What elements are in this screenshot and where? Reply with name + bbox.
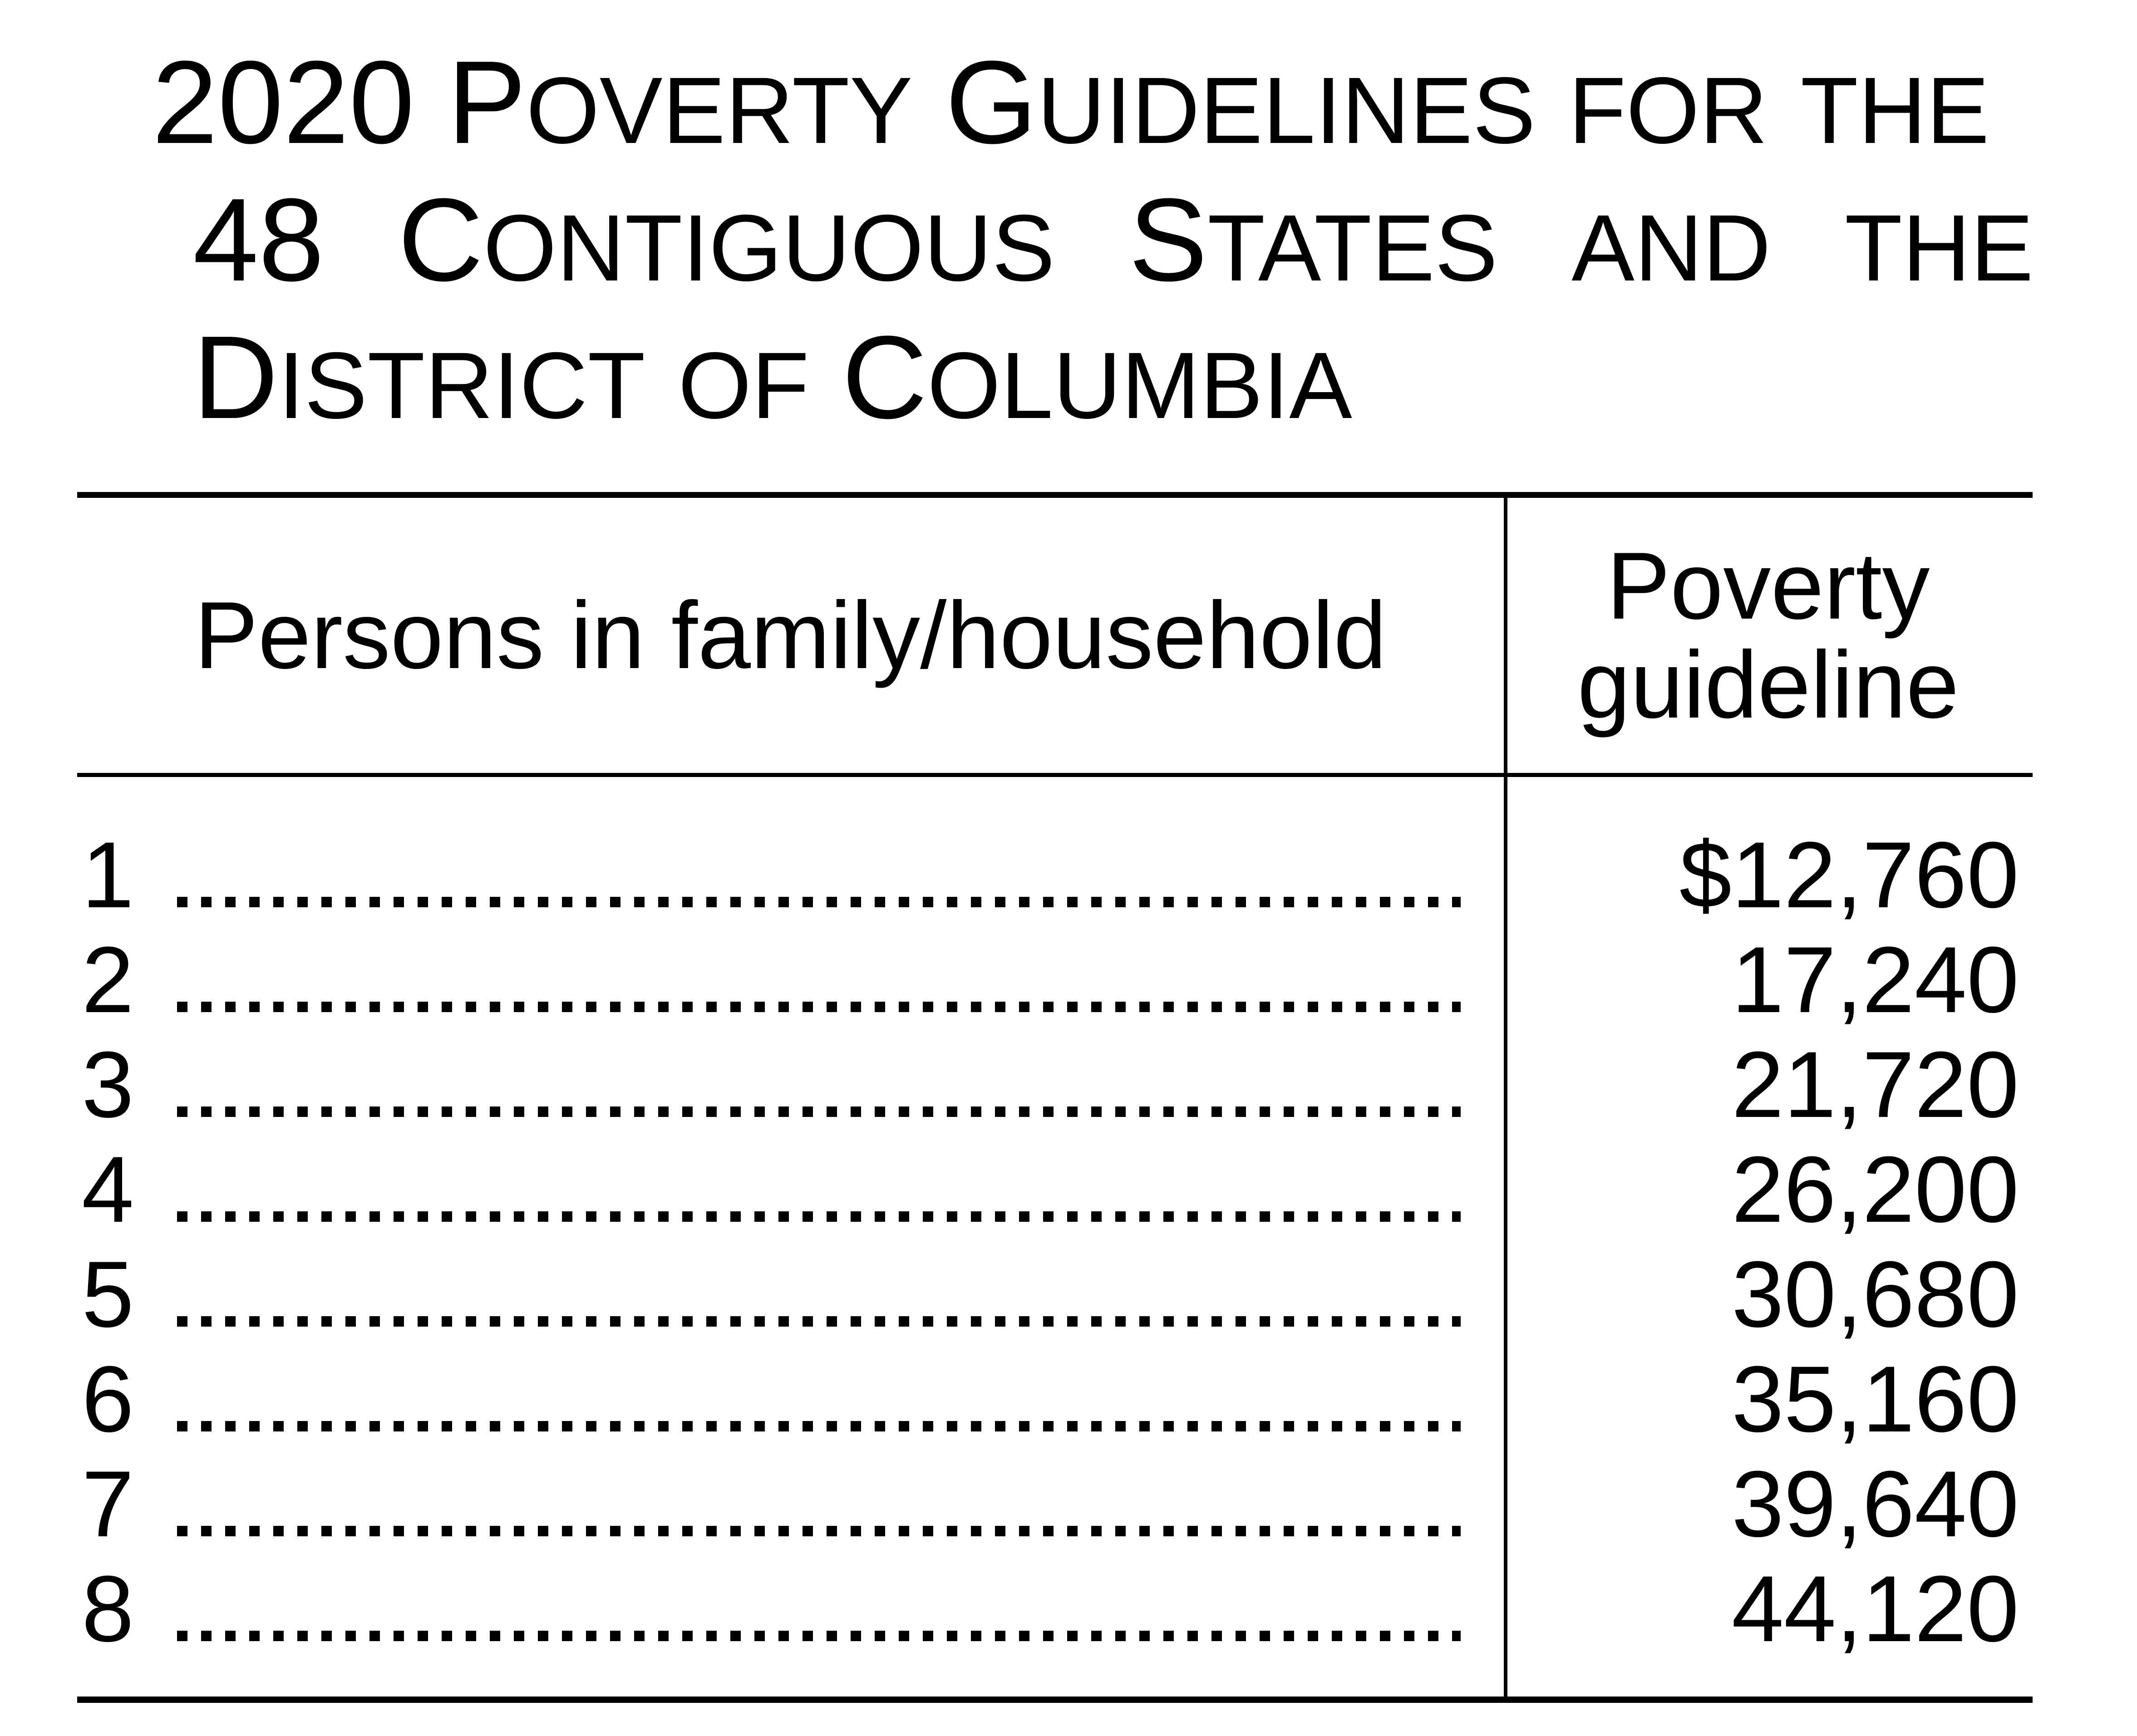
poverty-guideline-amount: 26,200	[1731, 1137, 2019, 1242]
table-top-rule	[77, 492, 2033, 498]
table-header-row: Persons in family/household Poverty guid…	[77, 498, 2033, 773]
persons-count: 7	[82, 1451, 134, 1556]
table-bottom-rule	[77, 1697, 2033, 1703]
dot-leader	[177, 897, 1461, 907]
persons-count: 6	[82, 1347, 134, 1451]
table-row: 8 44,120	[77, 1556, 2033, 1661]
dot-leader	[177, 1316, 1461, 1327]
table-row: 2 17,240	[77, 927, 2033, 1032]
column-header-persons: Persons in family/household	[194, 582, 1387, 688]
poverty-guideline-amount: 17,240	[1731, 927, 2019, 1032]
table-row: 3 21,720	[77, 1032, 2033, 1137]
poverty-guideline-amount: 39,640	[1731, 1451, 2019, 1556]
table-row: 1 $12,760	[77, 822, 2033, 927]
persons-count: 3	[82, 1032, 134, 1137]
dot-leader	[177, 1211, 1461, 1222]
poverty-guideline-amount: 21,720	[1731, 1032, 2019, 1137]
header-divider-rule	[77, 773, 2033, 777]
column-header-poverty-guideline: Poverty guideline	[1577, 532, 1959, 738]
dot-leader	[177, 1107, 1461, 1117]
persons-count: 4	[82, 1137, 134, 1242]
poverty-guideline-amount: 44,120	[1731, 1556, 2019, 1661]
persons-count: 5	[82, 1242, 134, 1347]
persons-count: 1	[82, 822, 134, 927]
dot-leader	[177, 1002, 1461, 1012]
title-line-3: District of Columbia	[193, 312, 1352, 443]
title-line-2: 48 Contiguous States and the	[193, 174, 2034, 306]
document-title: 2020 Poverty Guidelines for the 48 Conti…	[152, 38, 2036, 451]
persons-count: 8	[82, 1556, 134, 1661]
dot-leader	[177, 1526, 1461, 1536]
poverty-guideline-amount: 30,680	[1731, 1242, 2019, 1347]
table-row: 6 35,160	[77, 1347, 2033, 1451]
dot-leader	[177, 1421, 1461, 1431]
persons-count: 2	[82, 927, 134, 1032]
column-divider	[1504, 492, 1507, 1703]
table-row: 7 39,640	[77, 1451, 2033, 1556]
dot-leader	[177, 1631, 1461, 1641]
poverty-guideline-amount: $12,760	[1679, 822, 2019, 927]
poverty-guideline-amount: 35,160	[1731, 1347, 2019, 1451]
poverty-guidelines-table: Persons in family/household Poverty guid…	[77, 492, 2033, 1703]
table-row: 5 30,680	[77, 1242, 2033, 1347]
title-line-1: 2020 Poverty Guidelines for the	[152, 37, 1989, 168]
table-body: 1 $12,760 2 17,240 3 21,720 4 26,200 5 3…	[77, 777, 2033, 1697]
table-row: 4 26,200	[77, 1137, 2033, 1242]
